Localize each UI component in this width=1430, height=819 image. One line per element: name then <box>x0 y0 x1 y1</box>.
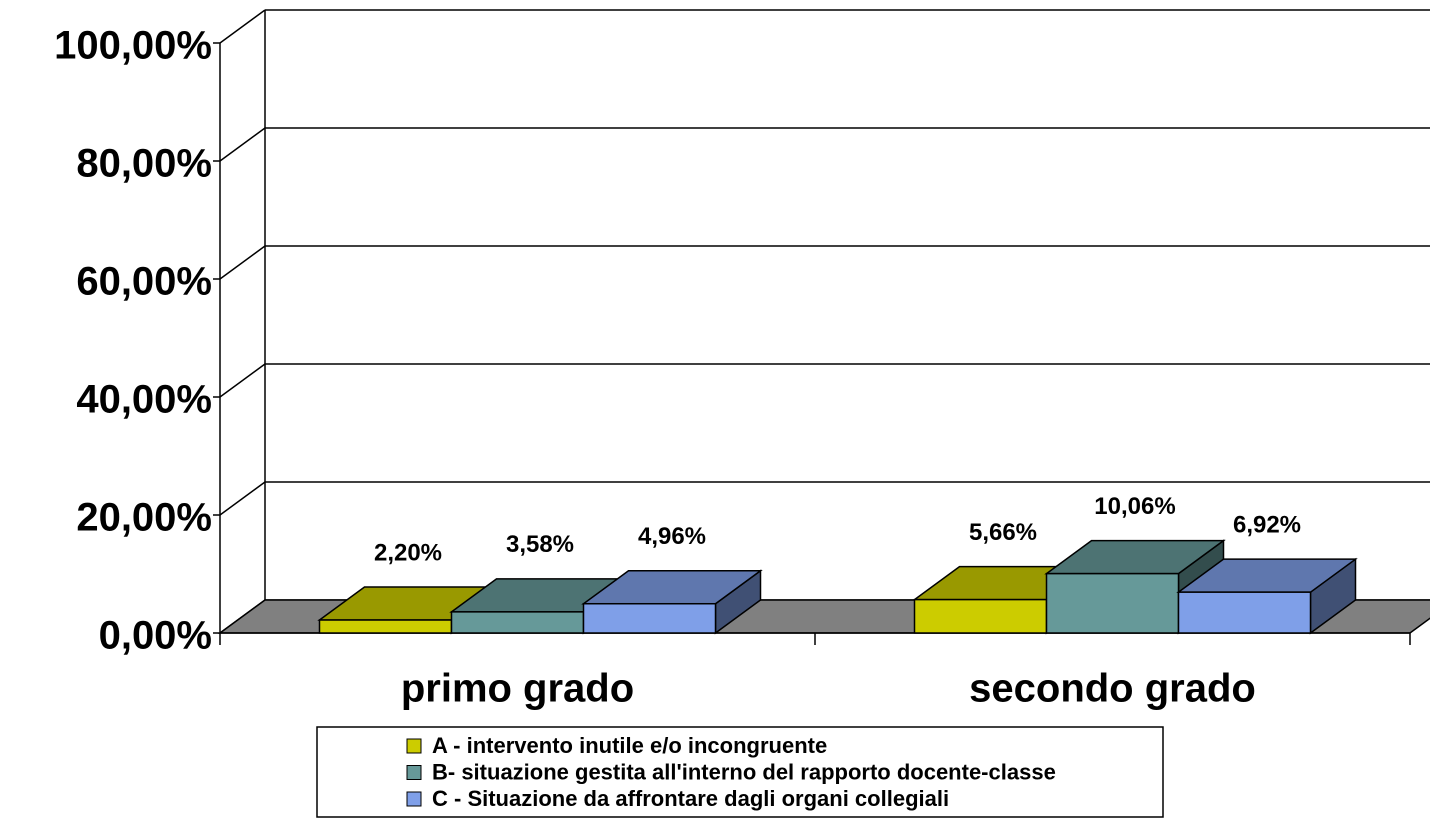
legend-swatch <box>406 738 422 754</box>
grid-line-diagonal <box>219 9 266 44</box>
y-tick-label: 20,00% <box>76 496 212 540</box>
bar <box>318 619 453 634</box>
bar <box>450 611 585 634</box>
y-tick-label: 40,00% <box>76 378 212 422</box>
legend-box <box>316 726 1164 818</box>
grid-line-diagonal <box>219 127 266 162</box>
y-tick-label: 100,00% <box>54 24 212 68</box>
legend-label: B- situazione gestita all'interno del ra… <box>432 759 1056 784</box>
bar <box>1177 591 1312 634</box>
x-tick-label: primo grado <box>401 667 634 711</box>
legend-label: A - intervento inutile e/o incongruente <box>432 733 827 758</box>
data-label: 6,92% <box>1233 512 1301 539</box>
bar <box>913 598 1048 634</box>
data-label: 5,66% <box>969 519 1037 546</box>
x-tick-label: secondo grado <box>969 667 1256 711</box>
y-tick-label: 80,00% <box>76 142 212 186</box>
data-label: 2,20% <box>374 539 442 566</box>
y-tick-label: 0,00% <box>99 614 212 658</box>
grid-line-diagonal <box>219 363 266 398</box>
y-tick-label: 60,00% <box>76 260 212 304</box>
data-label: 4,96% <box>638 523 706 550</box>
bar <box>1045 572 1180 634</box>
data-label: 3,58% <box>506 531 574 558</box>
legend-swatch <box>406 765 422 780</box>
grid-line-diagonal <box>219 245 266 280</box>
legend-label: C - Situazione da affrontare dagli organ… <box>432 786 949 811</box>
legend-swatch <box>406 791 422 807</box>
data-label: 10,06% <box>1094 493 1175 520</box>
grid-line-diagonal <box>219 481 266 516</box>
bar <box>582 602 717 634</box>
